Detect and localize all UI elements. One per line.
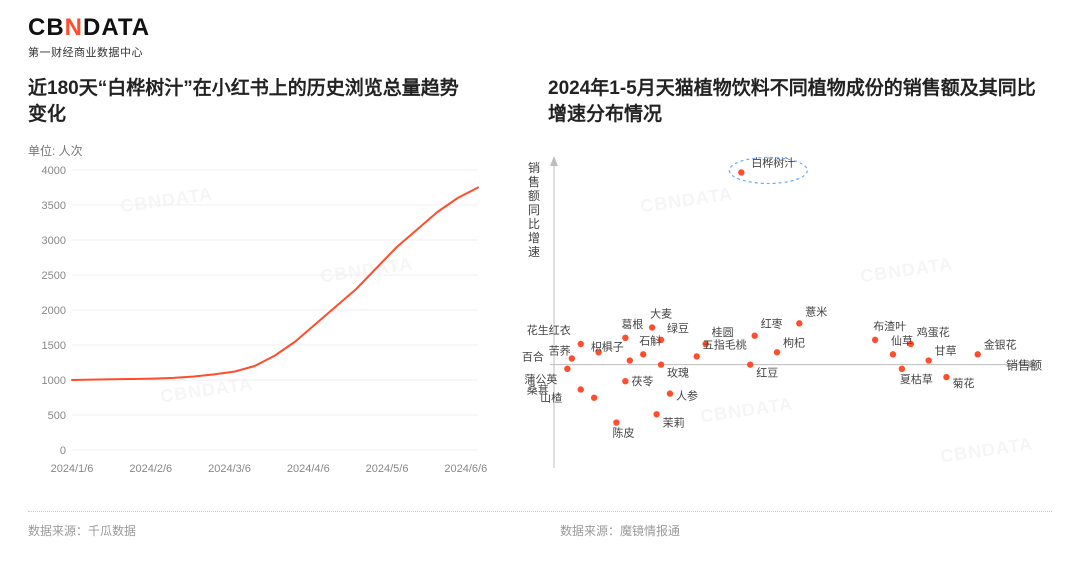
x-axis-label: 销售额 — [1006, 358, 1042, 373]
scatter-point — [925, 357, 931, 363]
y-tick-label: 2500 — [42, 270, 66, 282]
line-chart: 0 500 1000 1500 2000 2500 3000 3500 4000 2024/1/6… — [28, 160, 488, 480]
y-axis-label-char: 销 — [528, 161, 540, 175]
source-left: 数据来源：千瓜数据 — [28, 522, 540, 539]
scatter-point — [694, 353, 700, 359]
scatter-point — [774, 349, 780, 355]
logo-post: DATA — [83, 14, 150, 41]
x-tick-label: 2024/1/6 — [51, 463, 94, 475]
scatter-label: 甘草 — [935, 345, 957, 358]
scatter-label: 大麦 — [650, 306, 672, 320]
scatter-label: 布渣叶 — [873, 319, 906, 333]
y-axis-label-char: 增 — [528, 231, 540, 245]
scatter-label: 鸡蛋花 — [917, 325, 950, 339]
scatter-point — [667, 390, 673, 396]
scatter-point — [622, 378, 628, 384]
scatter-point — [943, 374, 949, 380]
x-tick-label: 2024/5/6 — [366, 463, 409, 475]
scatter-point — [569, 355, 575, 361]
logo-accent: N — [65, 14, 83, 41]
scatter-label: 人参 — [676, 389, 698, 403]
scatter-point — [658, 361, 664, 367]
scatter-point — [622, 335, 628, 341]
y-axis-label-char: 额 — [528, 189, 540, 203]
y-tick-label: 3500 — [42, 200, 66, 212]
y-axis-label-char: 售 — [528, 174, 540, 189]
y-tick-label: 2000 — [42, 305, 66, 317]
scatter-point — [564, 366, 570, 372]
scatter-point — [653, 411, 659, 417]
scatter-label: 葛根 — [621, 317, 643, 331]
scatter-point — [796, 320, 802, 326]
scatter-label: 夏枯草 — [900, 372, 933, 386]
scatter-label: 茉莉 — [663, 415, 685, 429]
scatter-point — [899, 366, 905, 372]
y-tick-label: 3000 — [42, 235, 66, 247]
y-tick-label: 500 — [48, 410, 66, 422]
logo-line2: 第一财经商业数据中心 — [28, 44, 150, 60]
x-tick-label: 2024/3/6 — [208, 463, 251, 475]
y-axis-label-char: 速 — [528, 245, 540, 259]
y-axis-arrow — [550, 156, 558, 166]
x-tick-label: 2024/6/6 — [444, 463, 487, 475]
scatter-point — [747, 361, 753, 367]
y-tick-label: 4000 — [42, 165, 66, 177]
scatter-label: 桂圆 — [712, 325, 734, 339]
scatter-label: 枸杞 — [783, 335, 805, 349]
y-tick-label: 1000 — [42, 375, 66, 387]
scatter-label: 薏米 — [805, 305, 827, 318]
scatter-label: 石斛 — [639, 333, 661, 347]
scatter-label: 百合 — [522, 349, 544, 363]
scatter-point — [591, 395, 597, 401]
y-axis-label-char: 同 — [528, 203, 540, 217]
scatter-point — [975, 351, 981, 357]
scatter-label: 金银花 — [984, 337, 1017, 351]
y-tick-label: 0 — [60, 445, 66, 457]
scatter-point — [738, 169, 744, 175]
scatter-point — [890, 351, 896, 357]
trend-line — [72, 188, 478, 381]
x-tick-label: 2024/4/6 — [287, 463, 330, 475]
scatter-label: 五指毛桃 — [703, 337, 747, 351]
logo-pre: CB — [28, 14, 65, 41]
scatter-point — [613, 419, 619, 425]
scatter-point — [627, 357, 633, 363]
scatter-label: 菊花 — [952, 377, 974, 390]
left-chart-title: 近180天“白桦树汁”在小红书上的历史浏览总量趋势变化 — [28, 76, 468, 127]
source-right: 数据来源：魔镜情报通 — [540, 522, 1052, 539]
scatter-point — [640, 351, 646, 357]
scatter-label: 仙草 — [891, 334, 913, 347]
y-axis-label-char: 比 — [528, 217, 540, 231]
scatter-label: 茯苓 — [631, 374, 653, 388]
scatter-point — [649, 324, 655, 330]
scatter-label: 山楂 — [540, 391, 562, 405]
brand-logo: CBNDATA 第一财经商业数据中心 — [28, 14, 150, 60]
right-chart-title: 2024年1-5月天猫植物饮料不同植物成份的销售额及其同比增速分布情况 — [548, 76, 1048, 127]
x-tick-label: 2024/2/6 — [129, 463, 172, 475]
scatter-point — [872, 337, 878, 343]
scatter-point — [578, 386, 584, 392]
scatter-label: 花生红衣 — [527, 323, 571, 337]
left-chart-unit: 单位: 人次 — [28, 142, 83, 159]
scatter-label: 绿豆 — [667, 321, 689, 335]
scatter-point — [752, 333, 758, 339]
source-row: 数据来源：千瓜数据 数据来源：魔镜情报通 — [28, 511, 1052, 539]
scatter-label: 白桦树汁 — [751, 155, 795, 169]
scatter-chart: 销售额销售额同比增速白桦树汁薏米红枣布渣叶鸡蛋花大麦葛根绿豆桂圆枸杞仙草金银花花… — [520, 148, 1050, 488]
logo-line1: CBNDATA — [28, 14, 150, 42]
scatter-label: 玫瑰 — [667, 366, 689, 380]
scatter-label: 红枣 — [761, 318, 783, 331]
y-tick-label: 1500 — [42, 340, 66, 352]
scatter-point — [578, 341, 584, 347]
scatter-label: 陈皮 — [612, 426, 634, 440]
scatter-label: 苦荞 — [549, 344, 571, 357]
scatter-label: 枳椇子 — [591, 340, 624, 354]
scatter-label: 红豆 — [756, 367, 778, 380]
